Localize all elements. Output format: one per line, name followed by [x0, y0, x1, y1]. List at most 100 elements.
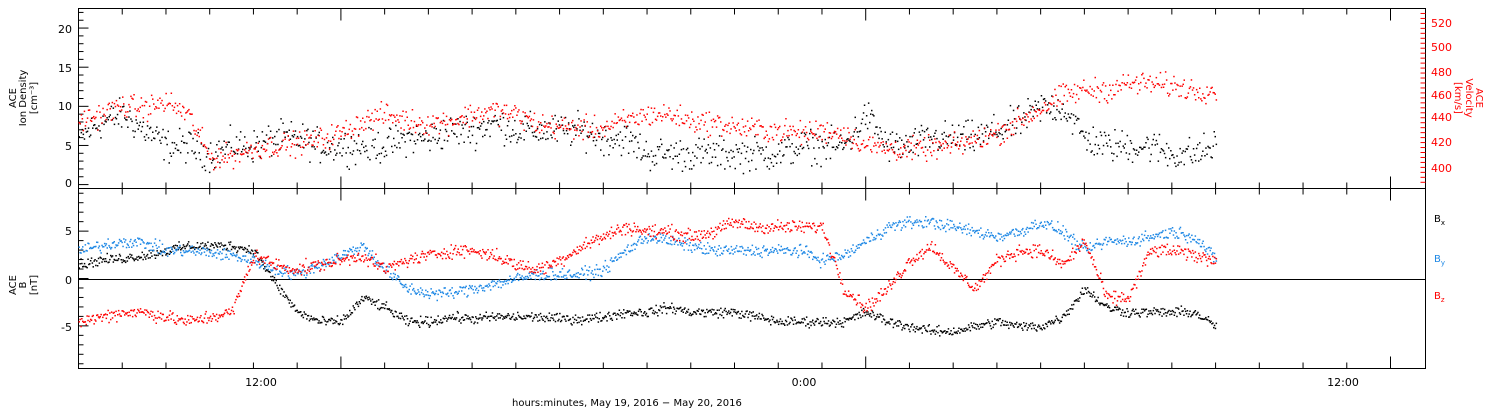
- bx-series-point: [826, 322, 829, 325]
- density-series-point: [1059, 112, 1061, 114]
- velocity-series-point: [725, 123, 727, 126]
- bx-series-point: [977, 325, 979, 328]
- bx-series-point: [134, 258, 136, 260]
- bx-series-point: [936, 326, 938, 328]
- by-series-point: [812, 256, 815, 258]
- velocity-series-point: [880, 142, 882, 144]
- velocity-series-point: [722, 128, 724, 131]
- by-series-point: [1163, 237, 1165, 239]
- density-series-point: [184, 142, 186, 144]
- by-series-point: [713, 250, 715, 252]
- density-series-point: [1009, 104, 1012, 107]
- by-series-point: [630, 250, 632, 252]
- bx-series-point: [854, 318, 856, 321]
- density-series-point: [944, 120, 946, 122]
- by-series-point: [1089, 242, 1091, 244]
- by-series-point: [936, 221, 938, 224]
- by-series-point: [952, 227, 954, 229]
- density-series-point: [998, 131, 1000, 134]
- velocity-series-point: [534, 130, 537, 132]
- density-series-point: [185, 162, 187, 164]
- velocity-series-point: [327, 140, 330, 142]
- bx-series-point: [943, 330, 945, 333]
- density-series-point: [1063, 115, 1065, 118]
- by-series-point: [552, 274, 555, 277]
- velocity-series-point: [174, 102, 177, 105]
- bx-series-point: [672, 306, 675, 308]
- bx-series-point: [141, 251, 143, 254]
- velocity-series-point: [544, 126, 546, 128]
- density-series-point: [1014, 132, 1017, 135]
- velocity-series-point: [398, 121, 400, 123]
- magnetic-field-panel: [78, 188, 1426, 369]
- bx-series-point: [172, 246, 174, 248]
- velocity-series-point: [713, 120, 716, 123]
- by-series-point: [334, 254, 336, 256]
- bx-series-point: [1214, 327, 1217, 330]
- bx-series-point: [208, 249, 211, 251]
- density-series-point: [693, 164, 695, 167]
- by-series-point: [1007, 234, 1009, 237]
- density-series-point: [915, 143, 917, 145]
- bx-series-point: [629, 310, 631, 312]
- bx-series-point: [386, 308, 389, 310]
- bx-series-point: [884, 323, 887, 326]
- bx-series-point: [503, 317, 506, 319]
- velocity-series-point: [678, 124, 681, 127]
- bx-series-point: [546, 317, 549, 320]
- density-series-point: [543, 132, 545, 135]
- bx-series-point: [1040, 327, 1042, 330]
- by-series-point: [805, 245, 807, 248]
- velocity-series-point: [498, 125, 501, 127]
- velocity-series-point: [227, 153, 229, 156]
- bx-series-point: [405, 323, 407, 325]
- by-series-point: [463, 293, 466, 295]
- bx-series-point: [919, 328, 922, 330]
- velocity-series-point: [1049, 102, 1051, 104]
- by-series-point: [608, 266, 610, 268]
- by-series-point: [480, 285, 482, 287]
- velocity-series-point: [845, 144, 847, 146]
- by-series-point: [551, 267, 553, 270]
- bx-series-point: [714, 312, 717, 314]
- density-series-point: [700, 161, 702, 164]
- density-series-point: [297, 145, 300, 147]
- bx-series-point: [82, 266, 84, 268]
- velocity-series-point: [923, 137, 926, 139]
- velocity-series-point: [1114, 94, 1116, 96]
- velocity-series-point: [440, 120, 443, 123]
- by-series-point: [645, 237, 648, 239]
- by-series-point: [363, 243, 365, 245]
- density-series-point: [555, 128, 557, 130]
- density-series-point: [1210, 156, 1212, 158]
- velocity-series-point: [750, 128, 752, 131]
- by-series-point: [881, 234, 883, 236]
- velocity-series-point: [936, 158, 938, 160]
- by-series-point: [847, 256, 850, 258]
- velocity-series-point: [391, 114, 393, 116]
- velocity-series-point: [307, 143, 309, 145]
- density-series-point: [1203, 132, 1205, 135]
- bx-series-point: [880, 314, 882, 316]
- density-series-point: [398, 142, 400, 144]
- bx-series-point: [667, 307, 670, 309]
- velocity-series-point: [921, 146, 924, 149]
- velocity-series-point: [357, 135, 360, 137]
- by-series-point: [557, 275, 559, 277]
- density-series-point: [828, 136, 831, 139]
- bx-series-point: [823, 320, 825, 323]
- density-series-point: [881, 138, 883, 140]
- bx-series-point: [763, 317, 765, 319]
- bx-series-point: [170, 251, 172, 253]
- density-series-point: [1095, 136, 1098, 138]
- velocity-series-point: [463, 116, 465, 118]
- by-series-point: [501, 281, 503, 283]
- density-series-point: [349, 152, 352, 154]
- bx-series-point: [1160, 308, 1162, 310]
- velocity-series-point: [351, 130, 354, 132]
- by-series-point: [405, 286, 408, 289]
- velocity-series-point: [152, 98, 154, 100]
- density-series-point: [175, 144, 178, 146]
- density-series-point: [859, 130, 862, 132]
- bx-series-point: [1024, 324, 1027, 327]
